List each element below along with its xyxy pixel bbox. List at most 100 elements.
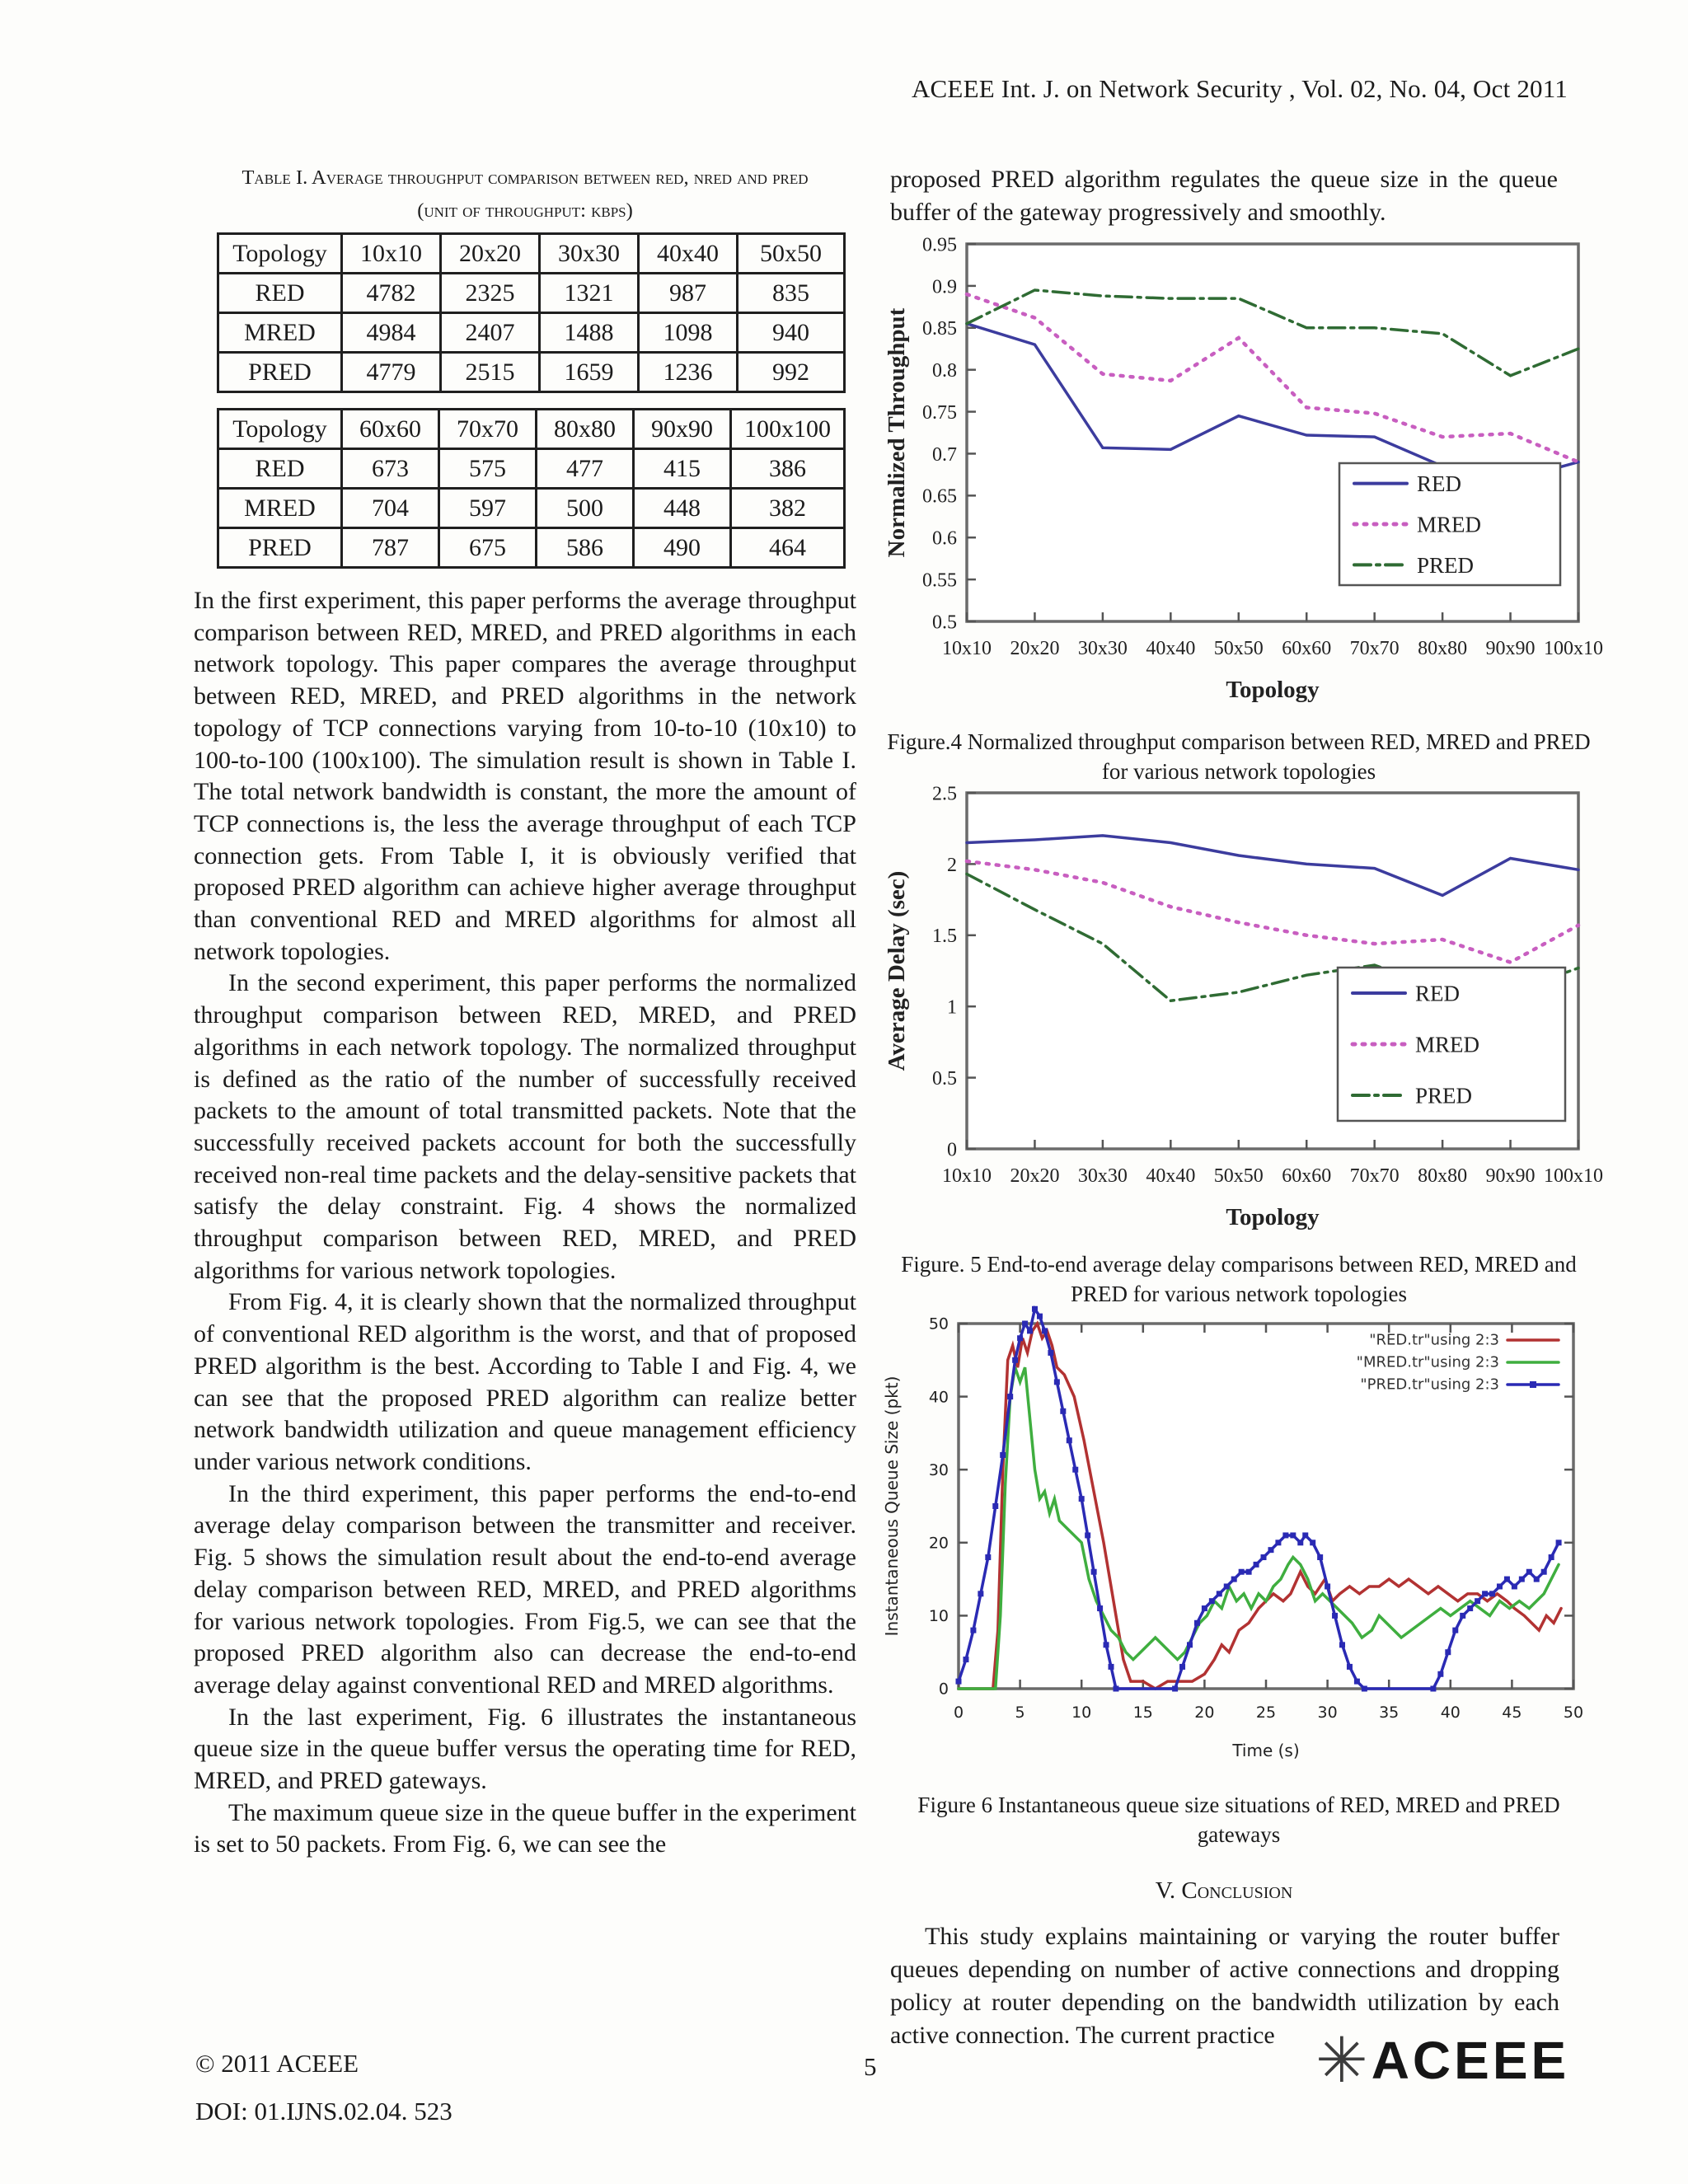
figure6-queue-size-chart: 0 10 20 30 40 50 0 5 10 15 20 25 30 35 40 45 50 Time (s) I…: [882, 1305, 1583, 1760]
series-marker: [1113, 1685, 1119, 1692]
x-tick-label: 30: [1318, 1704, 1338, 1722]
table-caption: Table I. Average throughput comparison b…: [195, 162, 855, 227]
series-marker: [955, 1678, 962, 1685]
table-cell: 575: [438, 448, 537, 490]
table-cell: 40x40: [637, 232, 738, 274]
figure5-average-delay-chart: 0 0.5 1 1.5 2 2.5 10x10 20x20 30x30 40x40 50x50 60x…: [884, 783, 1603, 1230]
y-tick-label: 20: [929, 1534, 949, 1552]
x-tick-label: 5: [1015, 1704, 1025, 1722]
series-marker: [1060, 1408, 1067, 1414]
table-cell: 477: [535, 448, 635, 490]
table-cell: 835: [736, 272, 846, 314]
x-tick-label: 25: [1256, 1704, 1276, 1722]
table-cell: 448: [632, 487, 732, 529]
x-tick-label: 10x10: [942, 1165, 992, 1187]
series-marker: [1041, 1328, 1048, 1334]
y-tick-label: 30: [929, 1461, 949, 1479]
y-tick-label: 2: [947, 855, 957, 876]
y-tick-label: 0.85: [922, 318, 957, 340]
series-marker: [1223, 1583, 1230, 1590]
series-marker: [1072, 1466, 1079, 1473]
table-cell: 10x10: [340, 232, 442, 274]
table-cell: 2325: [439, 272, 541, 314]
x-tick-label: 50x50: [1214, 638, 1264, 659]
series-marker: [1297, 1540, 1304, 1546]
series-marker: [1179, 1663, 1186, 1670]
x-tick-label: 20x20: [1010, 1165, 1059, 1187]
table-cell: 382: [729, 487, 846, 529]
series-marker: [1445, 1649, 1451, 1656]
series-marker: [1332, 1612, 1339, 1619]
y-tick-label: 2.5: [932, 783, 957, 804]
table-cell: 60x60: [340, 408, 440, 450]
y-axis-label: Average Delay (sec): [884, 871, 910, 1071]
y-tick-label: 0.5: [932, 1068, 957, 1090]
y-axis-label: Normalized Throughput: [884, 307, 910, 557]
series-marker: [1048, 1349, 1054, 1356]
series-marker: [1085, 1532, 1091, 1539]
table-cell: 50x50: [736, 232, 846, 274]
table-row: MRED 704 597 500 448 382: [217, 487, 846, 529]
series-marker: [1172, 1685, 1179, 1692]
table-cell: 987: [637, 272, 738, 314]
table-cell: 675: [438, 527, 537, 569]
table-cell: 70x70: [438, 408, 537, 450]
series-marker: [1012, 1357, 1019, 1363]
table-cell: 90x90: [632, 408, 732, 450]
series-marker: [1325, 1583, 1331, 1590]
series-marker: [1097, 1605, 1104, 1612]
x-tick-label: 30x30: [1078, 638, 1128, 659]
series-marker: [1275, 1540, 1282, 1546]
x-tick-label: 70x70: [1350, 638, 1400, 659]
y-tick-label: 0.9: [932, 276, 957, 298]
series-marker: [1268, 1547, 1274, 1554]
legend-label: MRED: [1417, 512, 1481, 537]
series-marker: [1482, 1591, 1489, 1597]
table-cell: PRED: [217, 527, 343, 569]
table-cell: 4984: [340, 312, 442, 354]
x-axis-label: Topology: [1226, 1204, 1320, 1230]
table-cell: RED: [217, 272, 343, 314]
x-tick-label: 0: [954, 1704, 964, 1722]
series-marker: [1540, 1568, 1547, 1575]
y-tick-label: 0.8: [932, 360, 957, 382]
series-line-RED: [965, 834, 1580, 898]
x-tick-label: 40x40: [1146, 638, 1195, 659]
series-marker: [1518, 1576, 1525, 1582]
table-cell: 4779: [340, 351, 442, 393]
x-tick-label: 35: [1379, 1704, 1399, 1722]
legend-label: "MRED.tr"using 2:3: [1357, 1353, 1499, 1371]
x-tick-label: 30x30: [1078, 1165, 1128, 1187]
legend-label: RED: [1417, 471, 1461, 496]
table-cell: 30x30: [538, 232, 640, 274]
conclusion-body: This study explains maintaining or varyi…: [890, 1920, 1559, 2052]
doi-text: DOI: 01.IJNS.02.04. 523: [195, 2097, 452, 2125]
y-tick-label: 50: [929, 1315, 949, 1333]
series-marker: [1310, 1540, 1316, 1546]
x-tick-label: 50: [1564, 1704, 1583, 1722]
series-marker: [1253, 1561, 1259, 1568]
series-marker: [1201, 1605, 1207, 1612]
journal-header: ACEEE Int. J. on Network Security , Vol.…: [911, 74, 1568, 103]
table-cell: 4782: [340, 272, 442, 314]
series-marker: [992, 1503, 999, 1509]
series-marker: [1216, 1591, 1222, 1597]
x-tick-label: 40: [1441, 1704, 1461, 1722]
series-marker: [1430, 1685, 1437, 1692]
series-marker: [1066, 1437, 1072, 1444]
figure4-normalized-throughput-chart: 0.5 0.55 0.6 0.65 0.7 0.75 0.8 0.85 0.9 0.95 10x10…: [884, 234, 1603, 703]
table-cell: 490: [632, 527, 732, 569]
x-axis-label: Topology: [1226, 677, 1320, 703]
series-marker: [1078, 1496, 1085, 1502]
series-line-MRED: [964, 859, 1581, 965]
table-cell: 1236: [637, 351, 738, 393]
series-marker: [1290, 1532, 1296, 1539]
series-marker: [1108, 1663, 1114, 1670]
x-tick-label: 100x100: [1544, 638, 1603, 659]
series-marker: [1302, 1532, 1309, 1539]
table-cell: 100x100: [729, 408, 846, 450]
series-marker: [1317, 1554, 1324, 1561]
table-cell: MRED: [217, 487, 343, 529]
x-tick-label: 45: [1502, 1704, 1522, 1722]
legend-label: PRED: [1417, 553, 1474, 578]
